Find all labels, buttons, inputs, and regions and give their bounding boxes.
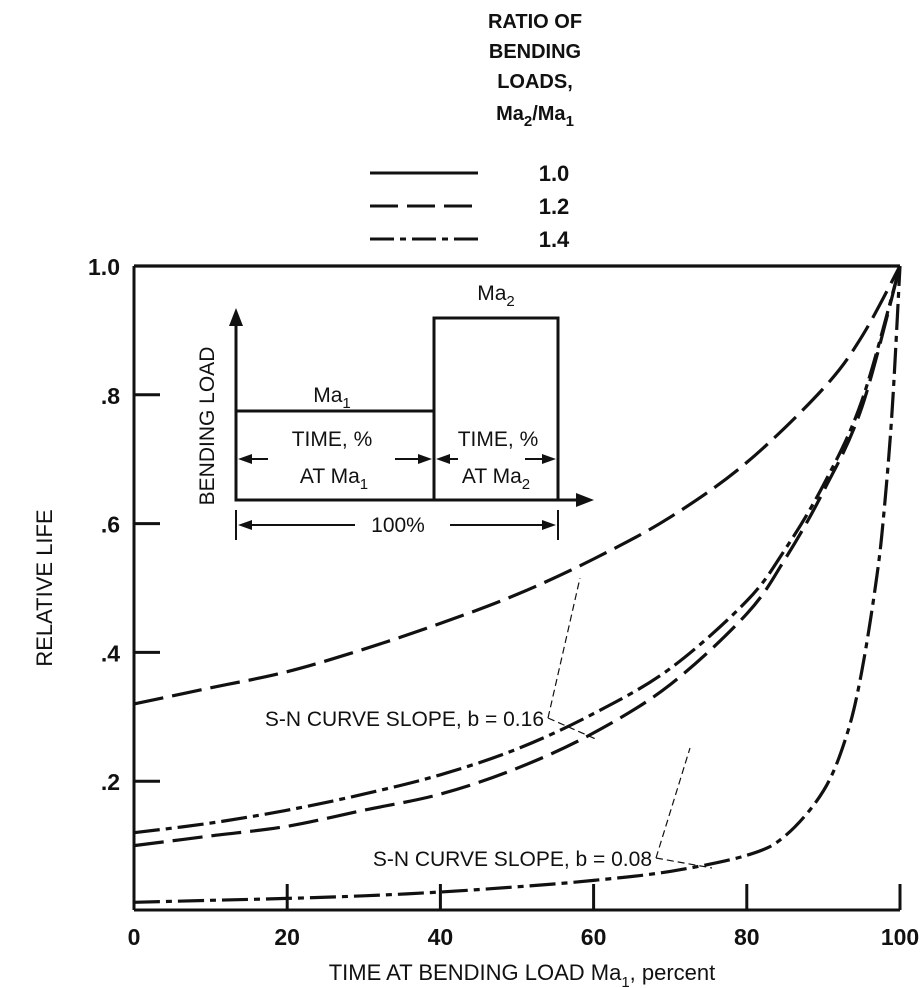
legend-label-1-0: 1.0 <box>539 161 570 186</box>
leader-016-to-upper <box>547 577 581 719</box>
inset-x-arrowhead <box>576 493 594 507</box>
inset-labels: BENDING LOAD Ma1 Ma2 TIME, % TIME, % AT … <box>196 282 538 537</box>
series-ratio-1-2-b-0-16 <box>133 265 902 706</box>
y-tick-label-.6: .6 <box>101 512 120 538</box>
y-tick-label-.8: .8 <box>101 383 120 409</box>
inset-at-ma1-label: AT Ma1 <box>300 465 368 493</box>
inset-time-label-2: TIME, % <box>458 428 539 451</box>
x-axis-title-main: TIME AT BENDING LOAD Ma <box>329 960 622 985</box>
series-ratio-1-4-b-0-08 <box>133 265 902 904</box>
y-tick-label-.2: .2 <box>101 769 120 795</box>
legend-title-line-3: LOADS, <box>497 71 573 93</box>
inset-total-label: 100% <box>371 514 425 537</box>
legend-label-1-2: 1.2 <box>539 194 570 219</box>
legend-label-1-4: 1.4 <box>539 227 570 252</box>
inset-at-ma2-label: AT Ma2 <box>462 465 530 493</box>
legend-ratio-slash-ma: /Ma <box>532 103 566 125</box>
inset-y-label: BENDING LOAD <box>196 347 219 506</box>
x-tick-label-20: 20 <box>274 924 300 950</box>
legend-title-line-2: BENDING <box>489 41 581 63</box>
axis-ticks <box>134 264 902 910</box>
legend: RATIO OF BENDING LOADS, Ma2/Ma1 1.0 1.2 … <box>370 11 582 252</box>
inset-ma2-label: Ma2 <box>477 282 515 310</box>
legend-ratio-ma: Ma <box>496 103 525 125</box>
inset-y-arrowhead <box>229 308 243 326</box>
legend-ratio-sub-2: 2 <box>524 113 532 130</box>
series-layer <box>133 264 902 904</box>
x-tick-label-100: 100 <box>881 924 919 950</box>
inset-dimension-lines <box>235 458 559 540</box>
inset-ma1-label: Ma1 <box>313 384 351 412</box>
x-axis-title: TIME AT BENDING LOAD Ma1, percent <box>329 960 716 988</box>
legend-title-line-1: RATIO OF <box>488 11 582 33</box>
leader-008-to-upper <box>655 747 691 859</box>
series-ratio-1-2-b-0-08 <box>133 265 902 848</box>
y-axis-title: RELATIVE LIFE <box>32 509 57 666</box>
leader-016-to-lower <box>547 717 599 741</box>
axis-tick-labels: 0 20 40 60 80 100 .2 .4 .6 .8 1.0 <box>88 254 919 950</box>
x-axis-title-tail: , percent <box>630 960 716 985</box>
legend-title-ratio: Ma2/Ma1 <box>496 103 574 130</box>
series-ratio-1-4-b-0-16 <box>133 265 902 835</box>
annotation-slope-016: S-N CURVE SLOPE, b = 0.16 <box>265 708 544 731</box>
x-axis-title-sub: 1 <box>621 974 629 988</box>
y-tick-label-1.0: 1.0 <box>88 254 120 280</box>
x-tick-label-60: 60 <box>581 924 607 950</box>
y-tick-label-.4: .4 <box>101 640 120 666</box>
inset-time-label-1: TIME, % <box>292 428 373 451</box>
inset-diagram <box>229 308 594 540</box>
annotation-slope-008: S-N CURVE SLOPE, b = 0.08 <box>373 848 652 871</box>
x-tick-label-80: 80 <box>734 924 760 950</box>
leader-008-to-lower <box>655 857 713 869</box>
plot-area <box>132 266 900 912</box>
inset-dimension-arrowheads <box>238 454 556 530</box>
x-tick-label-40: 40 <box>428 924 454 950</box>
annotation-leaders <box>547 577 713 869</box>
legend-ratio-sub-1: 1 <box>566 113 574 130</box>
x-tick-label-0: 0 <box>128 924 141 950</box>
